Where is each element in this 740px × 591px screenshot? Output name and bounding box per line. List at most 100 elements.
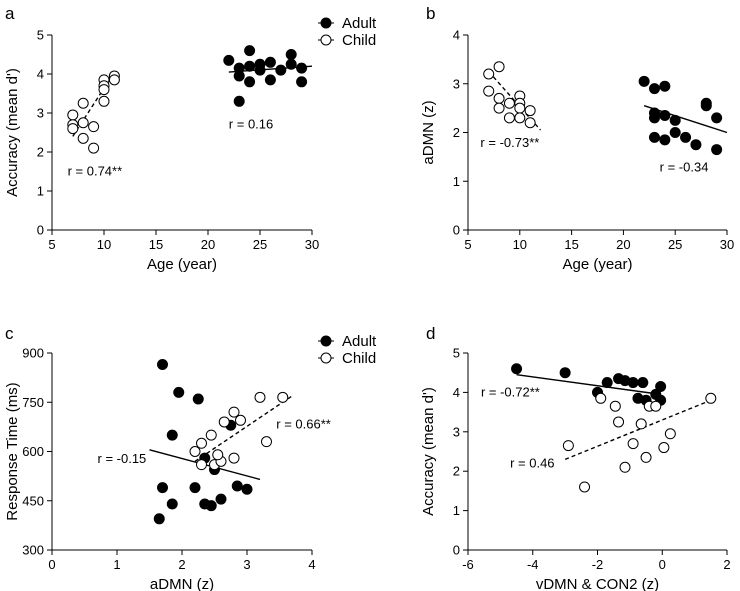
child-point	[619, 461, 631, 473]
y-tick-label: 5	[37, 28, 44, 43]
child-point	[235, 414, 246, 426]
y-tick-label: 1	[453, 174, 460, 189]
x-tick-label: 5	[48, 237, 55, 252]
y-tick-label: 5	[453, 346, 460, 361]
adult-point	[648, 83, 660, 95]
adult-point	[244, 60, 256, 72]
child-point	[493, 61, 505, 73]
x-tick-label: -4	[527, 557, 539, 572]
panel-a: a 5 10 15 20 25 30 0 1 2 3 4 5 Age (year) Accuracy (me…	[4, 4, 377, 273]
y-tick-label: 0	[37, 223, 44, 238]
adult-point	[192, 393, 204, 405]
child-point	[77, 117, 89, 129]
legend-label: Child	[342, 350, 376, 367]
x-tick-label: 3	[243, 557, 250, 572]
adult-point	[244, 45, 256, 57]
child-point	[650, 400, 662, 412]
y-tick-label: 3	[453, 76, 460, 91]
y-axis-title: Response Time (ms)	[4, 382, 21, 520]
child-point	[77, 97, 89, 109]
x-tick-label: 2	[723, 557, 730, 572]
child-point	[483, 68, 495, 80]
child-point	[228, 452, 240, 464]
panel-d: d -6 -4 -2 0 2 0 1 2 3 4 5 vDMN & CON2 (z) Accuracy (…	[420, 324, 731, 591]
y-axis-title: aDMN (z)	[420, 100, 437, 164]
panel-c: c 0 1 2 3 4 300 450 600 750 900 aDMN (z) Response Ti…	[4, 324, 377, 591]
child-point	[483, 85, 495, 97]
x-tick-label: -2	[592, 557, 604, 572]
axes	[463, 352, 728, 555]
adult-point	[659, 134, 671, 146]
panel-letter: d	[426, 324, 435, 343]
child-point	[640, 451, 652, 463]
child-point	[524, 117, 536, 129]
child-point	[212, 449, 224, 461]
adult-point	[655, 380, 667, 392]
child-point	[503, 97, 515, 109]
child-point	[635, 418, 647, 430]
y-tick-label: 750	[22, 395, 44, 410]
adult-point	[231, 480, 243, 492]
x-tick-label: 0	[48, 557, 55, 572]
child-point	[562, 440, 574, 452]
correlation-label: r = -0.34	[660, 160, 709, 175]
child-point	[218, 416, 230, 428]
y-tick-label: 0	[453, 223, 460, 238]
legend-label: Adult	[342, 15, 377, 32]
y-tick-label: 3	[37, 106, 44, 121]
child-point	[705, 392, 717, 404]
adult-point	[648, 131, 660, 143]
adult-point	[264, 74, 276, 86]
adult-point	[669, 127, 681, 138]
child-point	[579, 481, 591, 493]
legend-label: Child	[342, 32, 376, 49]
y-tick-label: 900	[22, 346, 44, 361]
adult-point	[223, 54, 235, 66]
x-tick-label: 25	[253, 237, 267, 252]
y-tick-label: 2	[453, 464, 460, 479]
y-tick-label: 450	[22, 493, 44, 508]
legend-marker	[320, 352, 332, 364]
axes	[47, 352, 313, 555]
child-point	[88, 121, 100, 133]
adult-point	[638, 75, 650, 87]
adult-point	[157, 482, 168, 494]
y-tick-label: 600	[22, 444, 44, 459]
adult-point	[601, 377, 613, 389]
x-tick-label: 10	[513, 237, 527, 252]
child-point	[228, 406, 240, 418]
child-point	[514, 102, 526, 114]
adult-fit-line	[516, 373, 661, 396]
adult-point	[244, 76, 256, 88]
correlation-label: r = 0.16	[229, 117, 273, 132]
adult-point	[690, 139, 702, 151]
adult-point	[700, 100, 712, 112]
y-tick-label: 4	[453, 385, 460, 400]
child-point	[277, 391, 289, 403]
adult-point	[711, 144, 723, 156]
x-tick-label: 10	[97, 237, 111, 252]
adult-point	[637, 377, 649, 389]
child-fit-line	[194, 395, 293, 462]
child-point	[261, 436, 272, 448]
y-tick-label: 3	[453, 424, 460, 439]
y-tick-label: 1	[37, 184, 44, 199]
adult-point	[157, 358, 168, 370]
x-tick-label: 15	[564, 237, 578, 252]
adult-point	[205, 500, 217, 512]
panel-letter: c	[5, 324, 14, 343]
x-tick-label: 20	[616, 237, 630, 252]
y-tick-label: 4	[37, 67, 44, 82]
y-tick-label: 4	[453, 28, 460, 43]
adult-point	[173, 386, 185, 398]
adult-point	[241, 483, 253, 495]
child-point	[254, 391, 266, 403]
child-point	[609, 400, 621, 412]
child-point	[189, 446, 201, 457]
adult-point	[275, 64, 287, 76]
legend-label: Adult	[342, 333, 377, 350]
adult-point	[648, 112, 660, 124]
adult-point	[233, 95, 245, 107]
